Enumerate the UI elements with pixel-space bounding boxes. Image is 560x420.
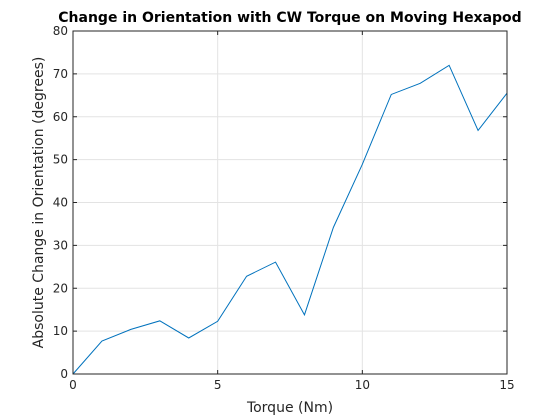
axis-ticks: 0 5 10 15 0 10 20 30 40 50 60 70 80 [53,24,515,392]
y-tick-label: 40 [53,196,68,210]
series-line [72,64,508,375]
grid [72,30,508,375]
y-tick-label: 70 [53,67,68,81]
y-tick-label: 0 [60,367,68,381]
y-tick-label: 80 [53,24,68,38]
y-axis-label: Absolute Change in Orientation (degrees) [31,57,47,349]
plot-area [72,64,508,375]
x-tick-label: 15 [499,378,514,392]
x-tick-label: 5 [214,378,222,392]
x-tick-label: 0 [69,378,77,392]
chart-title: Change in Orientation with CW Torque on … [58,10,521,26]
x-tick-label: 10 [355,378,370,392]
y-tick-label: 50 [53,153,68,167]
y-tick-label: 10 [53,324,68,338]
x-axis-label: Torque (Nm) [246,400,333,416]
y-tick-label: 20 [53,281,68,295]
y-tick-label: 60 [53,110,68,124]
y-tick-label: 30 [53,238,68,252]
